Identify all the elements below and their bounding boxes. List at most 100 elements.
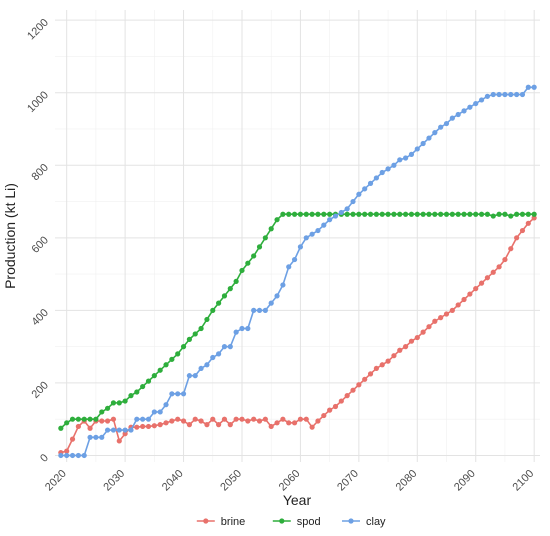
series-spod [58,211,537,431]
data-point-spod [379,211,385,217]
data-point-spod [268,226,274,232]
data-point-brine [157,422,163,428]
data-point-brine [519,227,526,234]
legend-item-clay: clay [342,516,386,528]
grid [55,10,540,462]
data-point-clay [216,351,222,357]
data-point-brine [531,215,537,221]
data-point-clay [116,427,122,433]
data-point-brine [414,334,420,341]
data-point-clay [327,217,333,223]
data-point-clay [256,307,263,313]
data-point-brine [403,344,409,350]
data-point-spod [134,389,140,395]
data-point-spod [373,211,379,217]
legend-label: brine [221,516,245,528]
data-point-spod [408,211,415,217]
data-point-clay [490,91,496,98]
data-point-spod [58,425,64,431]
data-point-spod [455,211,461,217]
data-point-clay [286,264,292,270]
data-point-brine [502,256,508,263]
data-point-spod [245,260,251,266]
data-point-spod [104,405,111,411]
data-point-clay [432,130,438,136]
data-point-spod [367,211,374,217]
data-point-clay [268,300,274,306]
data-point-brine [525,220,531,226]
data-point-spod [473,211,479,217]
data-point-brine [286,420,292,426]
data-point-spod [280,211,286,217]
data-point-spod [502,211,508,217]
data-point-spod [256,244,263,250]
data-point-clay [122,427,128,433]
data-point-clay [356,191,362,197]
data-point-brine [99,418,105,424]
legend: brine spod clay [196,516,386,528]
data-point-clay [104,427,111,433]
data-point-clay [315,227,321,234]
data-point-clay [478,97,485,103]
data-point-clay [473,100,479,107]
data-point-brine [344,393,350,399]
x-tick-label: 2100 [510,468,536,494]
data-point-clay [519,91,526,98]
data-point-spod [128,393,134,399]
legend-item-brine: brine [196,516,245,528]
data-point-clay [291,256,298,263]
data-point-spod [87,416,93,422]
data-point-brine [134,424,140,430]
data-point-brine [490,269,496,275]
data-point-spod [116,400,122,406]
legend-label: spod [297,516,321,528]
data-point-spod [180,344,187,350]
data-point-brine [256,418,263,424]
data-point-clay [455,111,461,118]
data-point-clay [140,416,146,422]
data-point-brine [69,436,76,442]
data-point-clay [274,293,280,299]
data-point-spod [198,325,204,332]
data-point-brine [514,235,520,241]
data-point-spod [315,211,321,217]
data-point-brine [461,296,467,303]
y-tick-label: 1200 [25,17,51,43]
data-point-clay [192,373,198,379]
data-point-brine [356,382,362,388]
data-point-spod [291,211,298,217]
data-point-brine [332,403,339,410]
y-axis-title: Production (kt Li) [2,183,18,289]
data-point-brine [145,423,152,430]
data-point-brine [432,318,438,324]
data-point-brine [216,422,222,428]
data-point-clay [408,151,415,157]
data-point-clay [531,84,537,90]
data-point-clay [99,434,105,440]
data-point-spod [69,416,76,422]
data-point-brine [186,422,192,428]
data-point-clay [403,155,409,161]
series-line-brine [60,217,535,454]
data-point-spod [64,420,70,426]
data-point-clay [514,91,520,98]
data-point-spod [99,409,105,415]
data-point-spod [443,211,450,217]
data-point-spod [274,217,280,223]
data-point-clay [461,108,467,114]
data-point-clay [245,325,251,332]
data-point-brine [104,418,111,424]
data-point-spod [385,211,391,217]
data-point-brine [385,358,391,364]
data-point-spod [397,211,403,217]
data-point-spod [514,211,520,217]
data-point-brine [309,424,315,430]
data-point-spod [309,211,315,217]
data-point-brine [75,423,81,430]
data-point-clay [58,452,64,459]
data-point-clay [110,427,117,433]
data-point-brine [327,407,333,413]
data-point-clay [484,93,491,99]
series-line-clay [60,86,535,457]
